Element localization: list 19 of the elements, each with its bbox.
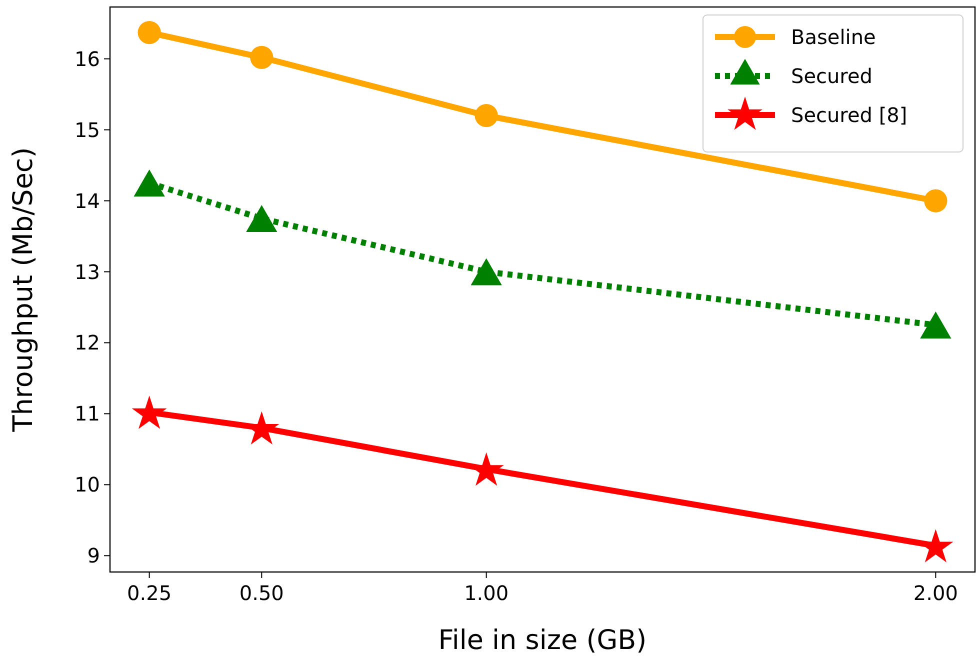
y-tick-label: 14 bbox=[74, 188, 100, 213]
point bbox=[134, 170, 165, 197]
point bbox=[920, 312, 952, 338]
y-tick-label: 9 bbox=[87, 544, 100, 568]
y-tick-label: 11 bbox=[74, 402, 100, 426]
y-tick-label: 13 bbox=[74, 260, 100, 284]
x-tick-label: 2.00 bbox=[913, 581, 958, 605]
x-axis-title: File in size (GB) bbox=[438, 625, 647, 656]
y-tick-label: 16 bbox=[74, 46, 100, 71]
x-tick-label: 0.50 bbox=[239, 581, 284, 605]
y-tick-label: 15 bbox=[74, 118, 100, 142]
y-tick-label: 10 bbox=[74, 472, 100, 497]
y-axis-title: Throughput (Mb/Sec) bbox=[8, 147, 39, 433]
x-tick-label: 1.00 bbox=[464, 581, 509, 605]
legend-label: Secured bbox=[791, 64, 872, 88]
legend-label: Baseline bbox=[791, 25, 876, 49]
y-tick-label: 12 bbox=[74, 330, 100, 355]
x-tick-label: 0.25 bbox=[127, 581, 172, 605]
legend-label: Secured [8] bbox=[791, 103, 908, 127]
